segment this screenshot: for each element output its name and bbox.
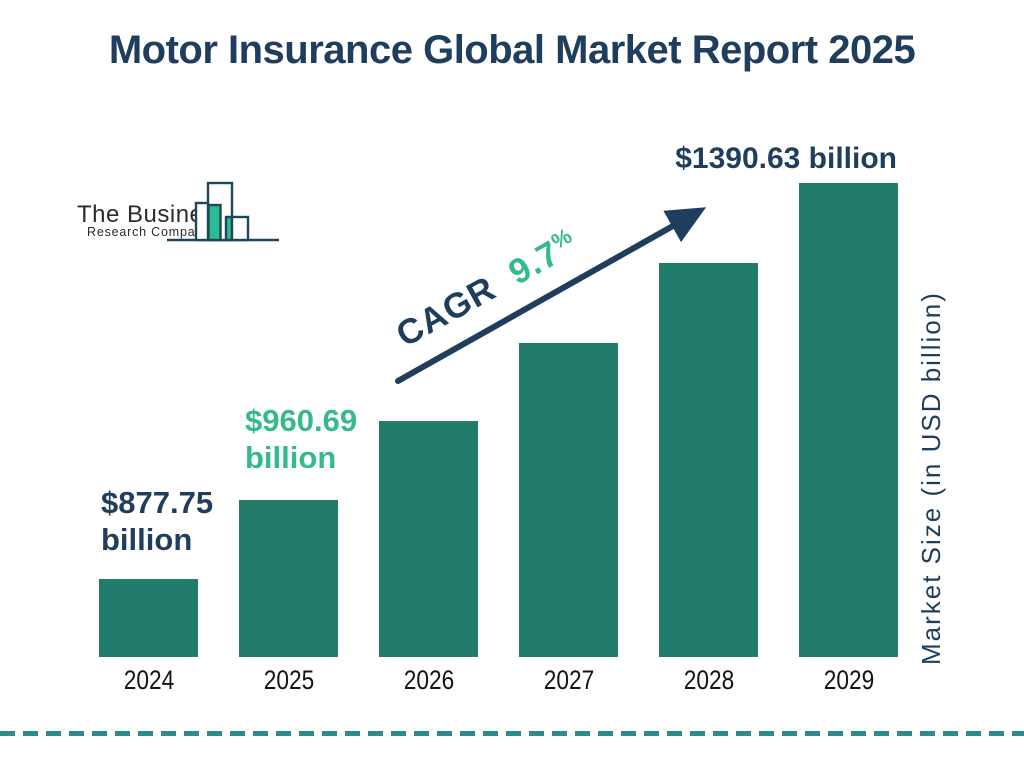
value-label-2025: $960.69 billion xyxy=(245,403,358,475)
y-axis-label: Market Size (in USD billion) xyxy=(916,291,946,665)
bar-2024 xyxy=(99,579,198,657)
cagr-annotation: CAGR 9.7% xyxy=(389,222,584,355)
logo-bars-icon xyxy=(167,181,279,242)
x-tick-2026: 2026 xyxy=(403,665,454,695)
x-tick-2028: 2028 xyxy=(683,665,734,695)
bar-2029 xyxy=(799,183,898,657)
page-title: Motor Insurance Global Market Report 202… xyxy=(108,28,916,72)
bottom-dashed-divider xyxy=(0,731,1024,736)
x-tick-2027: 2027 xyxy=(543,665,594,695)
company-logo: The Business Research Company xyxy=(60,170,300,250)
value-label-2029: $1390.63 billion xyxy=(675,142,897,175)
x-tick-2029: 2029 xyxy=(823,665,874,695)
bar-2027 xyxy=(519,343,618,657)
bar-2025 xyxy=(239,500,338,657)
cagr-prefix: CAGR xyxy=(389,268,503,355)
bar-2026 xyxy=(379,421,478,657)
x-tick-2025: 2025 xyxy=(263,665,314,695)
value-label-2024: $877.75 billion xyxy=(101,485,214,557)
logo-text-line2: Research Company xyxy=(87,225,211,239)
bar-2028 xyxy=(659,263,758,657)
x-tick-2024: 2024 xyxy=(123,665,174,695)
